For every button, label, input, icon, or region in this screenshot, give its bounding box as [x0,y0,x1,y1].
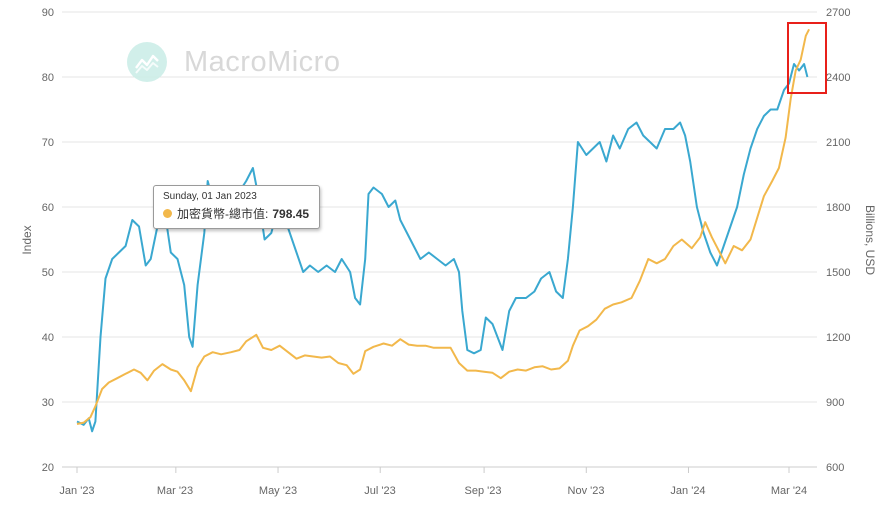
y-right-tick-label: 1200 [826,332,850,344]
x-tick-label: Mar '24 [771,485,807,497]
y-right-tick-label: 600 [826,462,844,474]
y-right-tick-label: 2100 [826,137,850,149]
y-left-tick-label: 90 [42,7,54,19]
y-left-tick-label: 70 [42,137,54,149]
y-right-tick-label: 900 [826,397,844,409]
x-tick-label: Mar '23 [157,485,193,497]
x-tick-label: Nov '23 [568,485,605,497]
y-right-tick-label: 1800 [826,202,850,214]
y-right-tick-label: 2700 [826,7,850,19]
y-left-tick-label: 40 [42,332,54,344]
x-tick-label: Jan '24 [670,485,705,497]
y-right-tick-labels: 600 900 1200 1500 1800 2100 2400 2700 [826,7,850,474]
y-left-tick-label: 30 [42,397,54,409]
series-marker-icon [163,209,172,218]
x-tick-label: Jan '23 [59,485,94,497]
tooltip-row: 加密貨幣-總市值: 798.45 [163,205,309,222]
y-left-tick-label: 50 [42,267,54,279]
tooltip-series-label: 加密貨幣-總市值: [177,207,269,221]
y-left-tick-label: 20 [42,462,54,474]
y-right-tick-label: 2400 [826,72,850,84]
tooltip: Sunday, 01 Jan 2023 加密貨幣-總市值: 798.45 [153,185,321,229]
index-series-line [76,63,809,433]
highlight-box [787,22,827,94]
x-tick-labels: Jan '23 Mar '23 May '23 Jul '23 Sep '23 … [59,485,807,497]
tooltip-date: Sunday, 01 Jan 2023 [163,191,257,202]
tooltip-value: 798.45 [272,206,310,221]
macromicro-logo-icon [127,42,167,82]
y-left-axis-title: Index [20,225,34,254]
x-tick-label: Sep '23 [465,485,502,497]
x-tick-label: Jul '23 [364,485,395,497]
x-tick-label: May '23 [259,485,297,497]
y-right-tick-label: 1500 [826,267,850,279]
y-left-tick-labels: 20 30 40 50 60 70 80 90 [42,7,54,474]
y-left-tick-label: 80 [42,72,54,84]
y-right-axis-title: Billions, USD [863,205,877,275]
market-cap-series-line [76,28,810,425]
watermark: MacroMicro [127,42,340,82]
y-left-tick-label: 60 [42,202,54,214]
watermark-text: MacroMicro [184,45,341,78]
x-tick-marks [76,467,790,473]
series-layer [76,28,810,433]
